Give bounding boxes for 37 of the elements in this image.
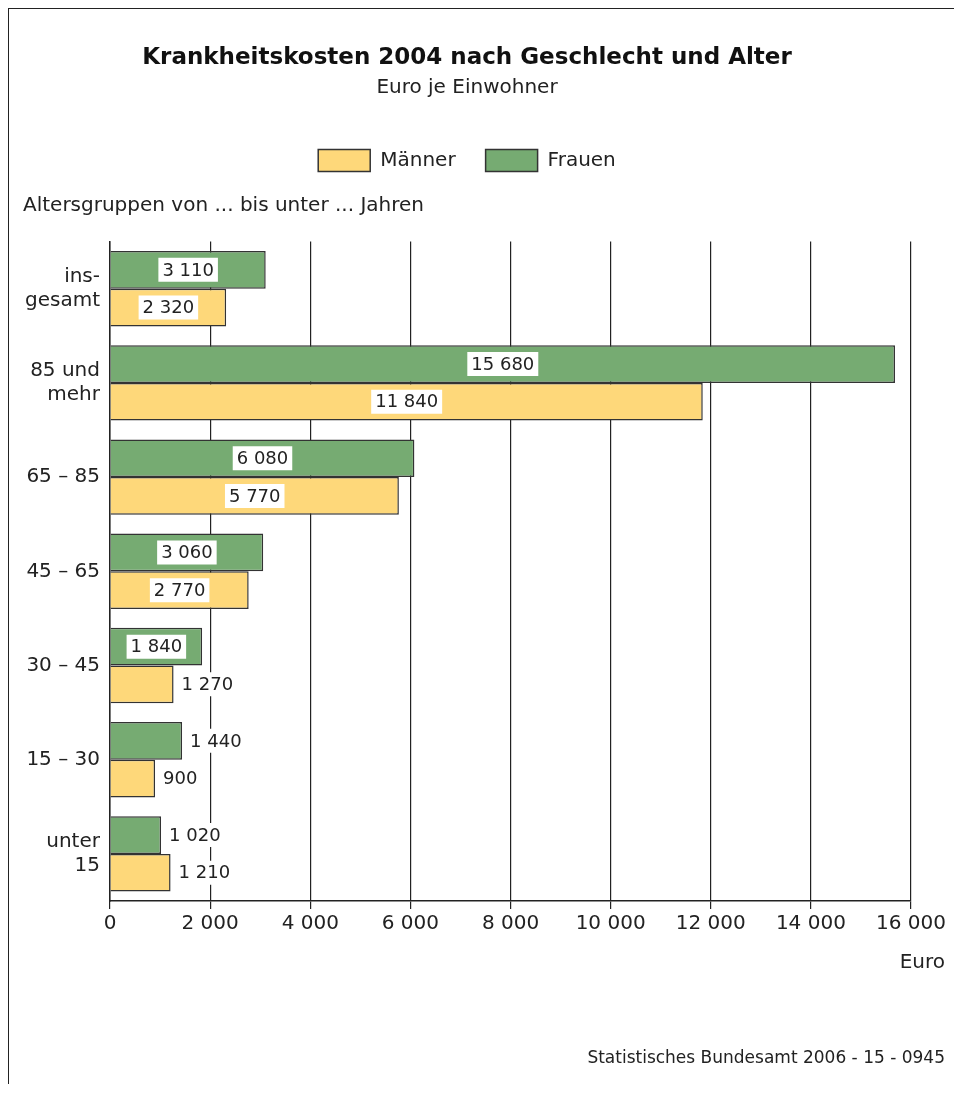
y-tick-label: 85 und mehr	[30, 357, 101, 406]
chart-subtitle: Euro je Einwohner	[376, 73, 559, 98]
data-label: 3 060	[161, 541, 213, 563]
x-tick-label: 12 000	[675, 910, 746, 935]
data-label: 1 840	[130, 635, 183, 657]
data-label: 11 840	[375, 390, 439, 412]
x-tick-label: 8 000	[481, 910, 540, 935]
x-tick-label: 6 000	[381, 910, 440, 935]
y-tick-label: ins- gesamt	[25, 262, 101, 311]
y-tick-label: 45 – 65	[26, 557, 100, 582]
x-tick-label: 16 000	[876, 910, 946, 935]
x-tick-label: 2 000	[181, 910, 239, 935]
data-label: 1 440	[190, 729, 242, 751]
y-tick-label: 65 – 85	[26, 463, 100, 488]
legend-label: Männer	[380, 146, 457, 171]
data-label: 2 320	[142, 296, 195, 318]
data-label: 1 020	[169, 823, 221, 845]
x-tick-label: 10 000	[575, 910, 646, 935]
x-axis-title: Euro	[899, 949, 945, 974]
data-label: 900	[163, 767, 198, 789]
data-label: 3 110	[162, 258, 214, 280]
data-label: 15 680	[471, 352, 535, 374]
data-label: 5 770	[228, 484, 281, 506]
y-tick-label: 30 – 45	[26, 651, 100, 676]
y-tick-label: 15 – 30	[26, 745, 100, 770]
data-label: 1 270	[181, 673, 234, 695]
legend-label: Frauen	[547, 146, 616, 171]
y-axis-title: Altersgruppen von ... bis unter ... Jahren	[23, 191, 425, 216]
x-tick-label: 4 000	[281, 910, 339, 935]
x-tick-label: 0	[103, 910, 117, 935]
y-tick-label: unter 15	[46, 828, 101, 877]
x-tick-label: 14 000	[775, 910, 846, 935]
chart-title: Krankheitskosten 2004 nach Geschlecht und Alter	[142, 42, 793, 69]
text: Statistisches Bundesamt 2006 - 15 - 0945	[587, 1047, 945, 1068]
data-label: 1 210	[178, 861, 231, 883]
data-label: 6 080	[236, 446, 289, 468]
data-label: 2 770	[153, 578, 206, 600]
